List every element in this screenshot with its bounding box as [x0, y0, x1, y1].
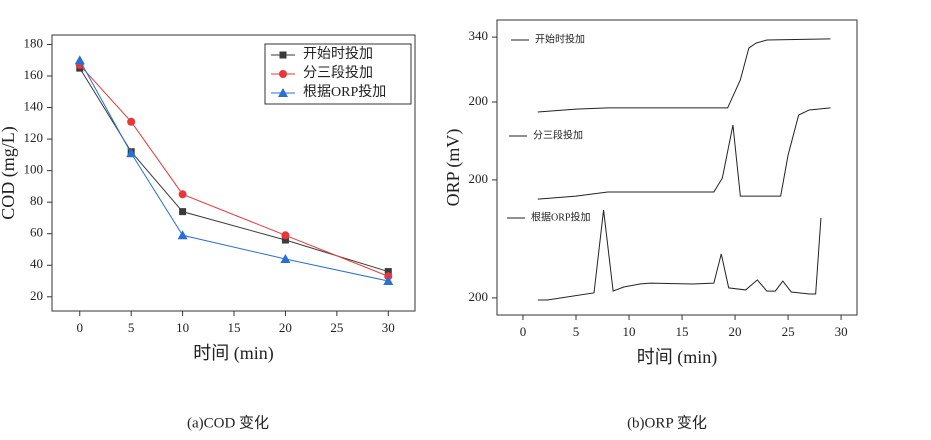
x-tick-label: 30 [835, 324, 848, 339]
y-tick-label: 60 [30, 225, 43, 240]
marker [384, 268, 392, 276]
marker [126, 148, 137, 158]
y-tick-label: 40 [30, 256, 43, 271]
caption: (a)COD 变化 [187, 414, 269, 431]
x-tick-label: 20 [729, 324, 742, 339]
legend-marker [279, 70, 287, 78]
marker [178, 190, 187, 199]
series-line [537, 107, 831, 200]
y-tick-label: 120 [24, 130, 44, 145]
x-tick-label: 25 [330, 320, 343, 335]
x-tick-label: 5 [573, 324, 580, 339]
x-tick-label: 0 [520, 324, 527, 339]
x-tick-label: 10 [623, 324, 636, 339]
legend-label: 分三段投加 [303, 65, 373, 81]
x-tick-label: 15 [228, 320, 241, 335]
y-axis-title: ORP (mV) [443, 129, 464, 207]
y-tick-label: 100 [24, 162, 44, 177]
y-tick-label: 200 [469, 289, 489, 304]
series-line [537, 38, 831, 113]
marker [280, 253, 291, 263]
plot-frame [51, 34, 416, 312]
marker [281, 231, 290, 240]
marker [177, 230, 188, 240]
y-tick-label: 340 [469, 28, 489, 43]
x-axis-title: 时间 (min) [193, 343, 274, 364]
marker [127, 117, 136, 126]
series-label: 开始时投加 [535, 32, 585, 45]
marker [74, 55, 85, 65]
caption: (b)ORP 变化 [627, 414, 707, 431]
series-label: 分三段投加 [533, 128, 583, 141]
legend-marker [278, 88, 288, 97]
marker [281, 236, 289, 244]
x-tick-label: 20 [279, 320, 292, 335]
y-tick-label: 180 [24, 35, 44, 50]
x-tick-label: 10 [176, 320, 189, 335]
y-tick-label: 140 [24, 99, 44, 114]
x-tick-label: 25 [782, 324, 795, 339]
x-tick-label: 0 [77, 320, 84, 335]
marker [179, 208, 187, 216]
y-tick-label: 20 [30, 288, 43, 303]
x-tick-label: 15 [676, 324, 689, 339]
y-tick-label: 200 [469, 93, 489, 108]
plot-frame [496, 19, 858, 316]
legend-marker [279, 51, 287, 59]
legend-label: 根据ORP投加 [303, 84, 386, 100]
series-label: 根据ORP投加 [531, 210, 590, 223]
y-tick-label: 80 [30, 193, 43, 208]
series-line [537, 209, 822, 301]
y-tick-label: 200 [469, 171, 489, 186]
x-tick-label: 30 [382, 320, 395, 335]
y-tick-label: 160 [24, 67, 44, 82]
legend-label: 开始时投加 [303, 46, 373, 62]
y-axis-title: COD (mg/L) [0, 126, 19, 220]
marker [383, 276, 394, 286]
x-tick-label: 5 [128, 320, 135, 335]
x-axis-title: 时间 (min) [637, 347, 718, 368]
